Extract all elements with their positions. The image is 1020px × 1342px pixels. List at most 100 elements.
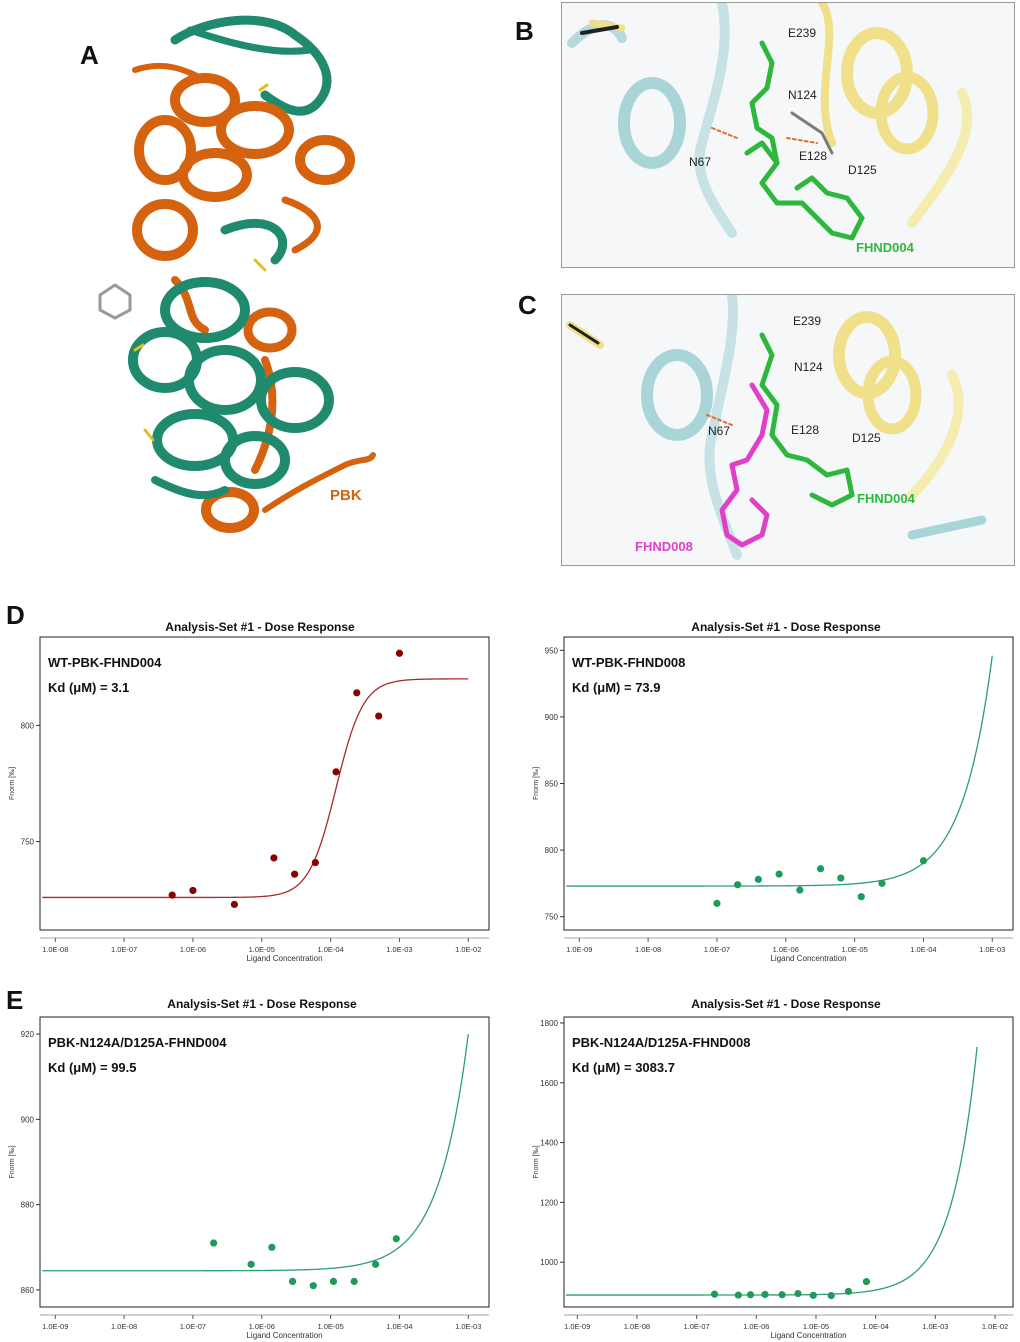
y-tick-label: 1400 xyxy=(540,1139,558,1148)
data-point xyxy=(395,649,404,657)
data-point xyxy=(754,875,762,883)
x-tick-label: 1.0E-06 xyxy=(180,945,206,954)
chart-title: Analysis-Set #1 - Dose Response xyxy=(167,997,357,1011)
ligand-label-c-1: FHND004 xyxy=(857,491,916,506)
data-point xyxy=(311,858,319,867)
docking-panel-b: E239 N124 E128 N67 D125 FHND004 xyxy=(561,2,1015,268)
x-tick-label: 1.0E-08 xyxy=(635,945,661,954)
y-axis-label: Fnorm [‰] xyxy=(533,1145,540,1178)
data-point xyxy=(329,1277,338,1286)
residue-label-b-4: N67 xyxy=(689,155,711,169)
data-point xyxy=(844,1287,853,1296)
panel-letter-b: B xyxy=(515,16,534,46)
dose-response-chart-4: Analysis-Set #1 - Dose Response PBK-N124A… xyxy=(533,997,1014,1340)
x-tick-label: 1.0E-04 xyxy=(386,1322,412,1331)
panel-letter-c: C xyxy=(518,290,537,320)
data-point xyxy=(332,768,340,776)
x-tick-label: 1.0E-04 xyxy=(317,945,343,954)
y-axis-label: Fnorm [‰] xyxy=(9,767,16,800)
x-tick-label: 1.0E-05 xyxy=(803,1322,829,1331)
residue-label-b-3: E128 xyxy=(799,149,827,163)
data-point xyxy=(375,712,383,720)
data-point xyxy=(350,1277,358,1286)
x-tick-label: 1.0E-05 xyxy=(249,945,275,954)
y-tick-label: 1000 xyxy=(540,1258,558,1267)
x-tick-label: 1.0E-06 xyxy=(249,1322,275,1331)
x-tick-label: 1.0E-05 xyxy=(317,1322,343,1331)
residue-label-c-2: N124 xyxy=(794,360,823,374)
x-tick-label: 1.0E-08 xyxy=(42,945,68,954)
fit-curve xyxy=(565,1046,978,1296)
x-axis-label: Ligand Concentration xyxy=(770,1331,846,1340)
x-tick-label: 1.0E-06 xyxy=(773,945,799,954)
y-axis-label: Fnorm [‰] xyxy=(9,1145,16,1178)
pbk-label: PBK xyxy=(330,487,362,504)
fit-curve xyxy=(566,655,993,887)
x-tick-label: 1.0E-07 xyxy=(683,1322,709,1331)
x-tick-label: 1.0E-03 xyxy=(979,945,1005,954)
data-point xyxy=(746,1291,755,1299)
y-tick-label: 1200 xyxy=(540,1198,558,1207)
data-point xyxy=(168,891,176,899)
data-point xyxy=(857,893,865,901)
x-tick-label: 1.0E-03 xyxy=(455,1322,481,1331)
data-point xyxy=(816,865,825,873)
x-tick-label: 1.0E-04 xyxy=(910,945,936,954)
data-point xyxy=(247,1260,255,1268)
x-tick-label: 1.0E-08 xyxy=(111,1322,137,1331)
residue-label-c-1: E239 xyxy=(793,314,821,328)
data-point xyxy=(809,1291,817,1299)
data-point xyxy=(710,1290,719,1298)
x-tick-label: 1.0E-07 xyxy=(111,945,137,954)
data-point xyxy=(778,1291,786,1299)
data-point xyxy=(862,1277,871,1286)
y-tick-label: 1800 xyxy=(540,1019,558,1028)
y-tick-label: 850 xyxy=(545,780,559,789)
data-point xyxy=(230,900,238,909)
kd-label: Kd (μM) = 73.9 xyxy=(572,680,661,695)
data-point xyxy=(210,1239,218,1247)
residue-label-c-3: N67 xyxy=(708,424,730,438)
data-point xyxy=(837,874,845,882)
panel-letter-e: E xyxy=(6,985,24,1015)
plot-frame xyxy=(563,636,1014,931)
data-point xyxy=(268,1243,276,1251)
ligand-label-b: FHND004 xyxy=(856,240,915,255)
data-point xyxy=(309,1282,317,1290)
kd-label: Kd (μM) = 99.5 xyxy=(48,1060,137,1075)
ligand-label-c-2: FHND008 xyxy=(635,539,693,554)
data-point xyxy=(291,870,299,878)
residue-label-b-2: N124 xyxy=(788,88,817,102)
sample-label: WT-PBK-FHND004 xyxy=(48,655,162,670)
y-tick-label: 950 xyxy=(545,646,559,655)
data-point xyxy=(796,886,804,894)
dose-response-chart-3: Analysis-Set #1 - Dose Response PBK-N124A… xyxy=(9,997,490,1340)
data-point xyxy=(371,1260,380,1268)
x-axis-label: Ligand Concentration xyxy=(246,954,322,963)
x-axis-label: Ligand Concentration xyxy=(770,954,846,963)
kd-label: Kd (μM) = 3.1 xyxy=(48,680,129,695)
x-tick-label: 1.0E-09 xyxy=(566,945,592,954)
x-tick-label: 1.0E-09 xyxy=(42,1322,68,1331)
data-point xyxy=(794,1289,802,1298)
residue-label-b-1: E239 xyxy=(788,26,816,40)
x-tick-label: 1.0E-07 xyxy=(704,945,730,954)
sample-label: PBK-N124A/D125A-FHND004 xyxy=(48,1035,227,1050)
y-tick-label: 860 xyxy=(21,1286,35,1295)
y-tick-label: 750 xyxy=(21,838,35,847)
sample-label: PBK-N124A/D125A-FHND008 xyxy=(572,1035,750,1050)
x-tick-label: 1.0E-02 xyxy=(982,1322,1008,1331)
chart-title: Analysis-Set #1 - Dose Response xyxy=(691,997,881,1011)
dose-response-chart-1: Analysis-Set #1 - Dose Response WT-PBK-FH… xyxy=(9,620,490,963)
y-axis-label: Fnorm [‰] xyxy=(533,767,540,800)
plot-frame xyxy=(563,1016,1014,1308)
plot-frame xyxy=(39,1016,490,1308)
data-point xyxy=(775,870,783,878)
y-tick-label: 800 xyxy=(21,721,35,730)
data-point xyxy=(878,879,886,887)
data-point xyxy=(827,1292,835,1300)
plot-frame xyxy=(39,636,490,931)
x-tick-label: 1.0E-02 xyxy=(455,945,481,954)
residue-label-b-5: D125 xyxy=(848,163,877,177)
